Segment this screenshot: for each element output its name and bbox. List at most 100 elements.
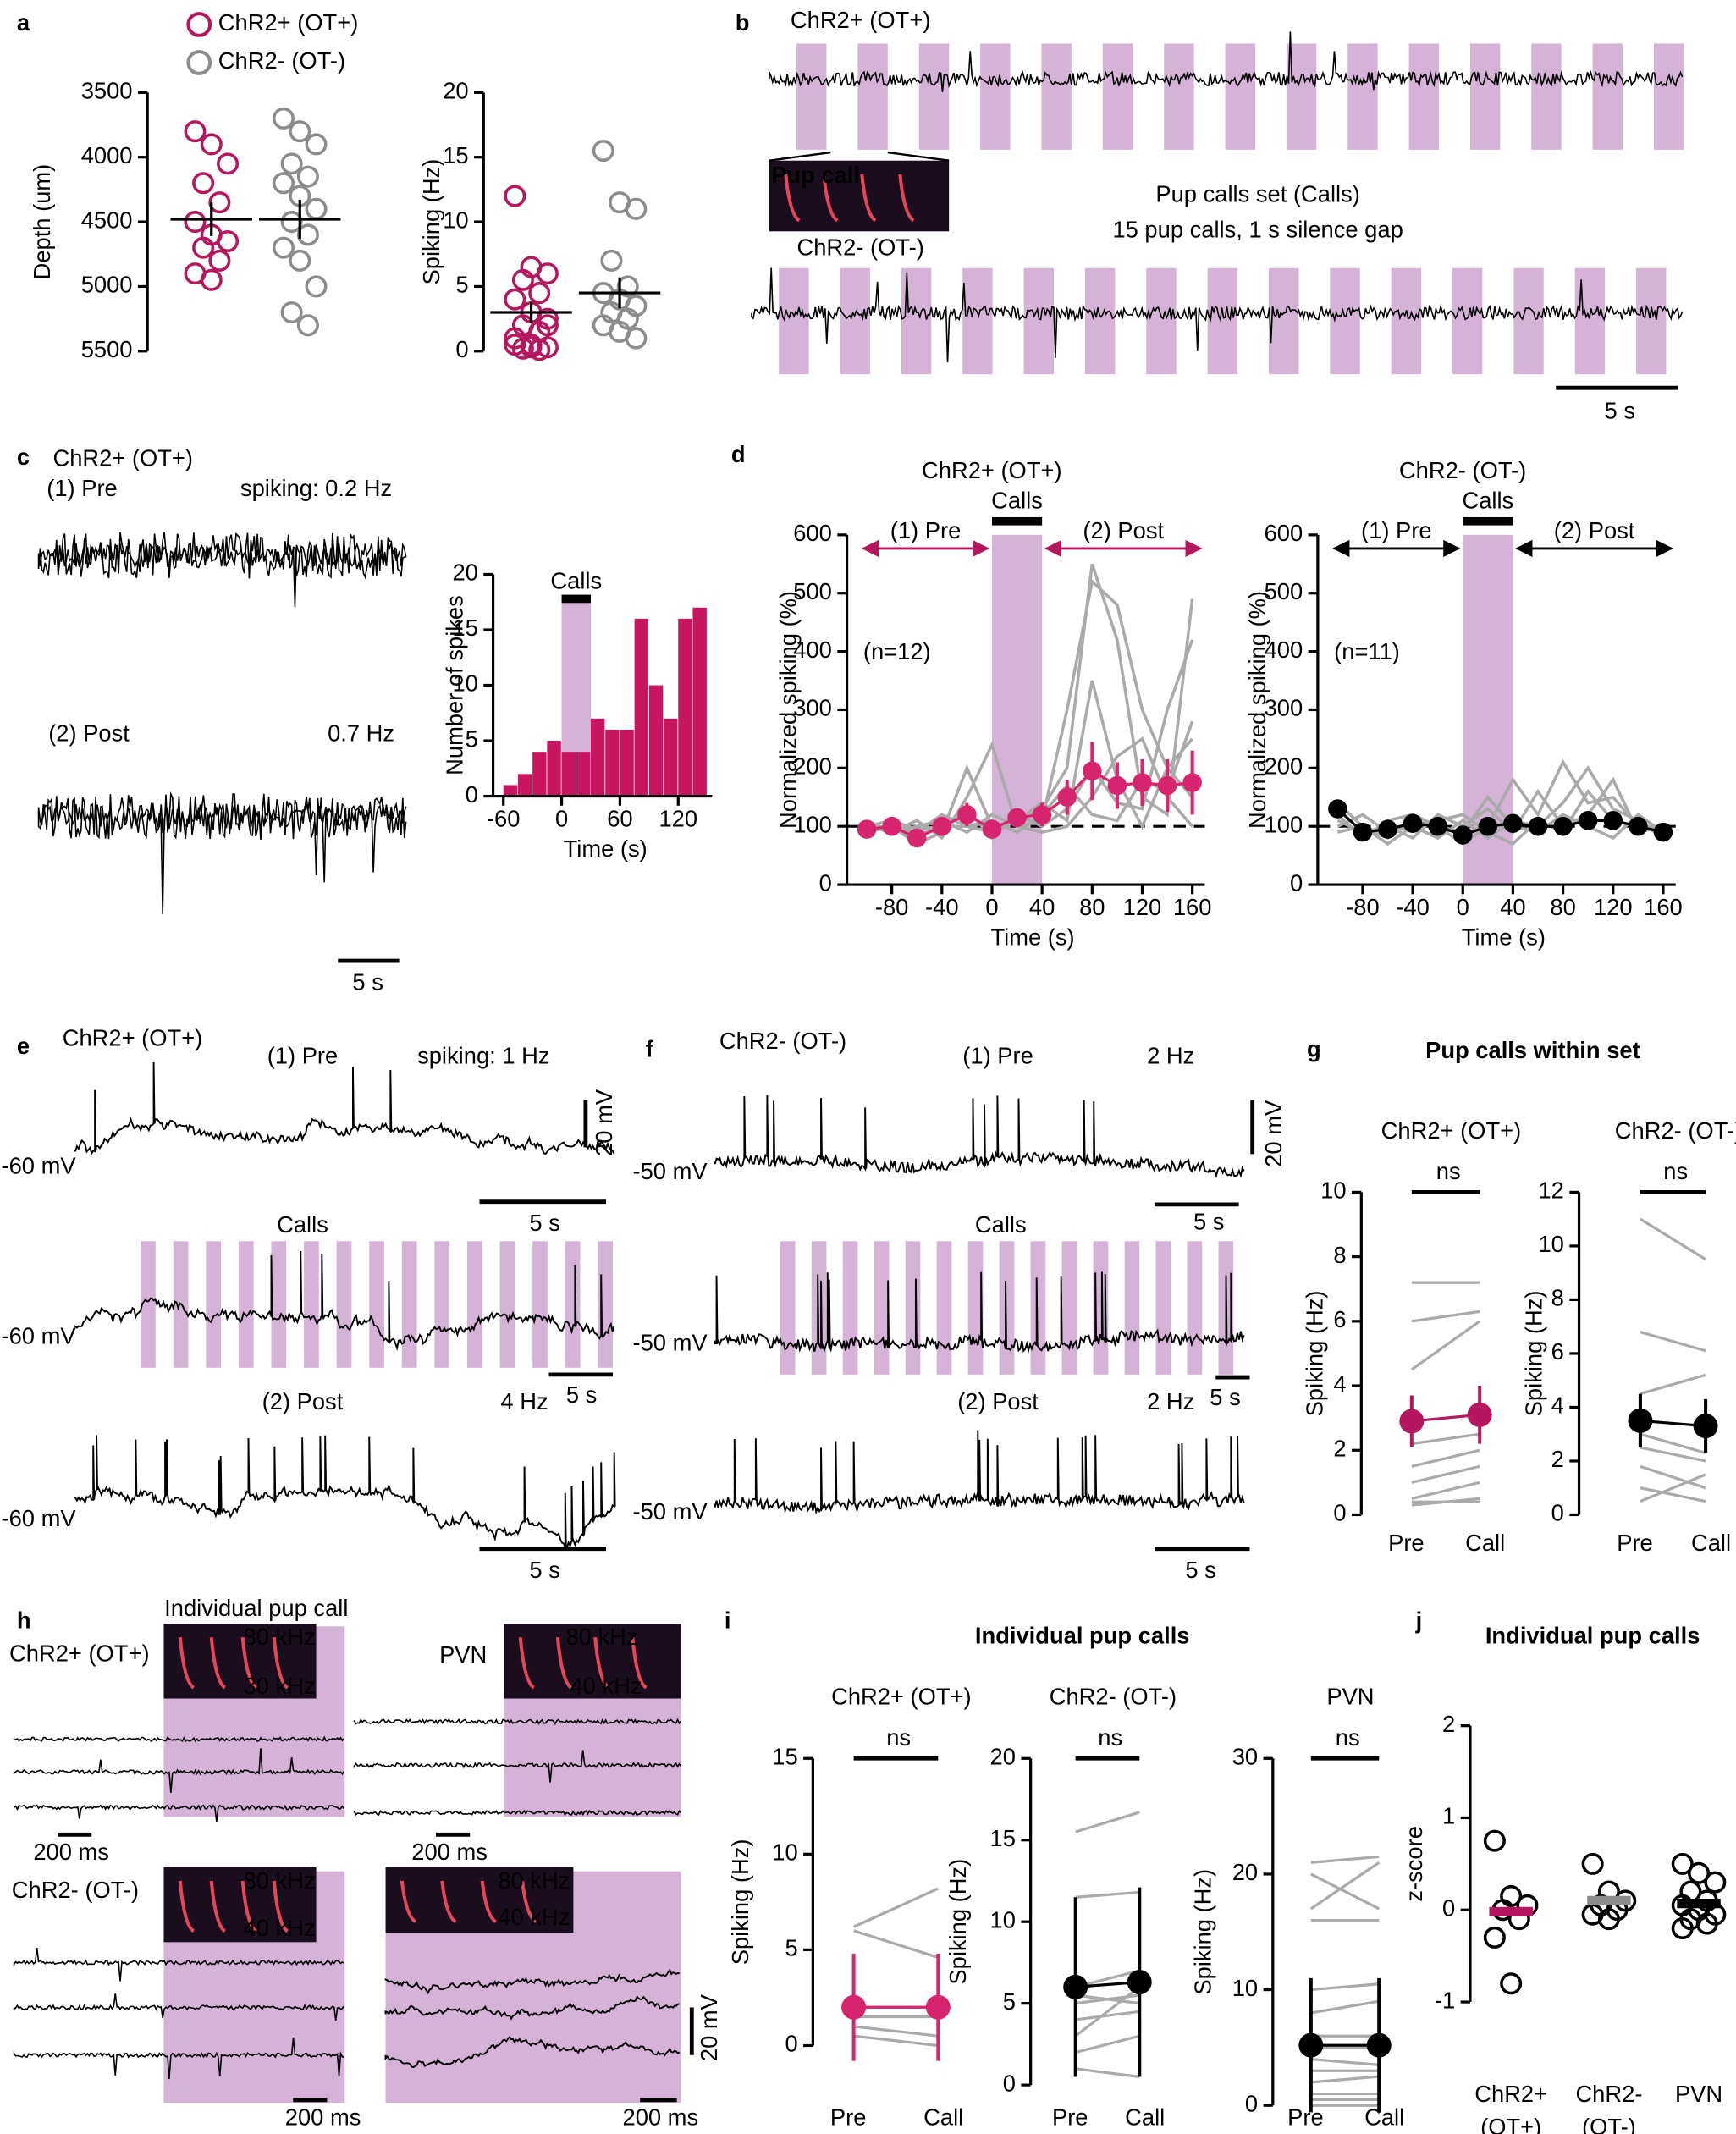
call-shade bbox=[1347, 43, 1378, 150]
pair-line bbox=[1310, 1982, 1380, 1992]
label: 2 Hz bbox=[1147, 1388, 1194, 1414]
pair-line bbox=[1640, 1446, 1706, 1463]
pair-line bbox=[1640, 1486, 1706, 1503]
data-point bbox=[625, 327, 648, 350]
trace bbox=[13, 1748, 345, 1793]
call-shade bbox=[780, 1241, 796, 1375]
call-syllable bbox=[400, 1880, 417, 1923]
y-tick-label: 5 bbox=[455, 272, 468, 298]
panel-letter: h bbox=[17, 1607, 31, 1634]
label: spiking: 0.2 Hz bbox=[240, 475, 392, 501]
significance: ns bbox=[1663, 1158, 1688, 1184]
call-shade bbox=[565, 1241, 581, 1368]
call-shade bbox=[271, 1241, 287, 1368]
call-shade bbox=[1469, 43, 1501, 150]
data-point bbox=[528, 282, 551, 305]
call-shade bbox=[840, 267, 870, 375]
mean-point bbox=[925, 1994, 951, 2020]
trace bbox=[353, 1750, 682, 1783]
label: Individual pup calls bbox=[975, 1622, 1190, 1648]
data-point bbox=[1328, 799, 1347, 819]
bar bbox=[678, 618, 692, 797]
call-shade bbox=[304, 1241, 319, 1368]
y-tick-label: 20 bbox=[443, 78, 468, 104]
panel-letter: b bbox=[736, 9, 750, 36]
x-tick-label: 80 bbox=[1550, 894, 1575, 920]
y-tick-label: 15 bbox=[443, 142, 468, 168]
x-tick-label: 80 bbox=[1079, 894, 1105, 920]
span-label: Calls bbox=[991, 487, 1043, 513]
call-shade bbox=[1102, 43, 1133, 150]
call-shade bbox=[499, 1241, 515, 1368]
call-shade bbox=[980, 43, 1011, 150]
panel-letter: i bbox=[725, 1607, 731, 1634]
y-tick-label: 5000 bbox=[81, 272, 133, 298]
pair-line bbox=[1640, 1330, 1706, 1353]
call-bar bbox=[991, 516, 1043, 526]
individual-line bbox=[866, 639, 1194, 841]
bar bbox=[664, 718, 678, 797]
data-point bbox=[305, 133, 328, 156]
label: Pup call bbox=[771, 162, 860, 188]
call-syllable bbox=[440, 1880, 457, 1923]
label: (2) Post bbox=[957, 1388, 1039, 1414]
y-tick-label: 10 bbox=[772, 1839, 797, 1866]
label: 30 kHz bbox=[244, 1673, 316, 1699]
category-label: Call bbox=[1691, 1530, 1731, 1556]
x-tick-label: 0 bbox=[555, 806, 568, 832]
x-tick-label: 0 bbox=[1457, 894, 1469, 920]
bar bbox=[648, 685, 664, 797]
call-shade bbox=[1225, 43, 1255, 150]
trace bbox=[769, 31, 1684, 92]
label: spiking: 1 Hz bbox=[417, 1042, 549, 1068]
y-tick-label: 6 bbox=[1333, 1306, 1346, 1332]
category-label: Pre bbox=[1388, 1530, 1425, 1556]
y-tick-label: 12 bbox=[1538, 1177, 1563, 1204]
bar bbox=[503, 785, 518, 797]
call-shade bbox=[1030, 1241, 1046, 1375]
label: 80 kHz bbox=[566, 1624, 638, 1650]
y-tick-label: 0 bbox=[466, 781, 478, 808]
pair-line bbox=[1411, 1481, 1480, 1500]
call-shade bbox=[1391, 267, 1422, 375]
data-point bbox=[1695, 1912, 1718, 1935]
x-axis-label: Time (s) bbox=[990, 924, 1074, 951]
call-shade bbox=[141, 1241, 156, 1368]
label: 5 s bbox=[1605, 397, 1635, 423]
label: 5 s bbox=[1210, 1384, 1240, 1410]
trace bbox=[384, 2035, 681, 2069]
data-point bbox=[208, 191, 231, 214]
call-shade bbox=[1061, 1241, 1077, 1375]
y-tick-label: 2 bbox=[1442, 1711, 1455, 1737]
data-point bbox=[280, 211, 303, 234]
mean-bar bbox=[1489, 1906, 1533, 1917]
call-shade bbox=[1084, 267, 1116, 375]
label: 80 kHz bbox=[244, 1624, 316, 1650]
category-label: Call bbox=[923, 2104, 963, 2131]
call-shade bbox=[1164, 43, 1194, 150]
mean-point bbox=[841, 1994, 867, 2020]
label: (1) Pre bbox=[890, 517, 962, 543]
data-point bbox=[217, 152, 240, 175]
x-tick-label: 40 bbox=[1029, 894, 1055, 920]
data-point bbox=[982, 819, 1002, 839]
data-point bbox=[957, 805, 977, 824]
y-axis-label: Spiking (Hz) bbox=[1301, 1291, 1327, 1417]
label: 5 s bbox=[529, 1557, 559, 1583]
data-point bbox=[932, 816, 952, 836]
call-syllable bbox=[240, 1636, 258, 1690]
span-label: Calls bbox=[1462, 487, 1513, 513]
call-shade bbox=[857, 43, 888, 150]
trace bbox=[74, 1062, 615, 1155]
trace bbox=[384, 1995, 680, 2021]
call-syllable bbox=[593, 1636, 610, 1690]
data-point bbox=[1578, 811, 1598, 830]
data-point bbox=[1528, 816, 1548, 836]
label: (n=11) bbox=[1334, 638, 1400, 664]
data-point bbox=[1688, 1861, 1711, 1884]
trace bbox=[714, 1271, 1245, 1354]
pair-line bbox=[1074, 1986, 1141, 2038]
panel-letter: j bbox=[1415, 1607, 1423, 1634]
data-point bbox=[272, 172, 295, 195]
label: (2) Post bbox=[1554, 517, 1635, 543]
